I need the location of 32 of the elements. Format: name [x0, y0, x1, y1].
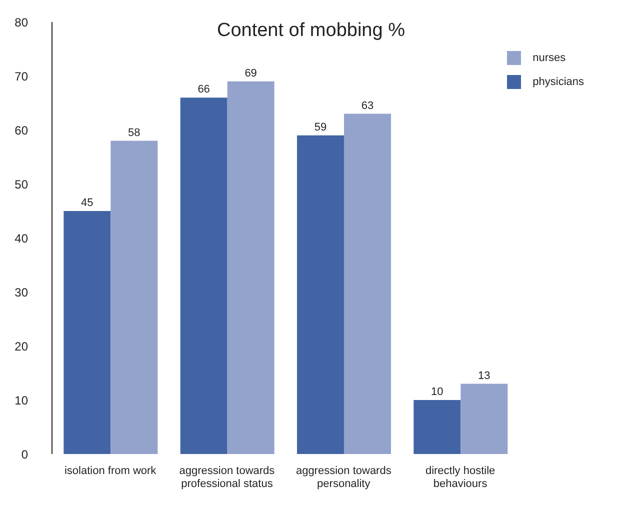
bar — [414, 400, 461, 454]
chart-title: Content of mobbing % — [216, 20, 405, 41]
bar — [296, 135, 344, 454]
y-tick-label: 10 — [14, 393, 28, 408]
y-tick-label: 0 — [21, 447, 28, 462]
y-tick-label: 60 — [14, 123, 28, 138]
data-label: 69 — [244, 67, 257, 80]
data-label: 63 — [361, 100, 374, 112]
y-tick-label: 20 — [14, 339, 28, 354]
data-label: 59 — [314, 121, 327, 134]
bar — [64, 211, 111, 454]
y-tick-label: 40 — [14, 231, 28, 246]
y-tick-label: 30 — [14, 285, 28, 300]
bar — [180, 98, 228, 454]
bar — [227, 81, 274, 454]
y-tick-label: 80 — [14, 15, 28, 30]
data-label: 13 — [478, 370, 490, 382]
y-tick-label: 50 — [14, 177, 28, 192]
bar — [460, 384, 508, 454]
x-tick-label: aggression towards personality — [296, 465, 392, 490]
y-tick-label: 70 — [14, 69, 28, 84]
data-label: 58 — [128, 126, 140, 139]
bar — [110, 140, 158, 454]
data-label: 10 — [431, 386, 444, 398]
data-label: 66 — [198, 84, 210, 96]
x-tick-label: directly hostile behaviours — [425, 465, 496, 490]
data-label: 45 — [81, 197, 94, 209]
x-tick-label: aggression towards professional status — [179, 465, 276, 490]
x-tick-label: isolation from work — [64, 465, 157, 477]
legend-label: physicians — [532, 76, 584, 88]
legend-label: nurses — [532, 52, 566, 64]
bar — [344, 114, 391, 454]
